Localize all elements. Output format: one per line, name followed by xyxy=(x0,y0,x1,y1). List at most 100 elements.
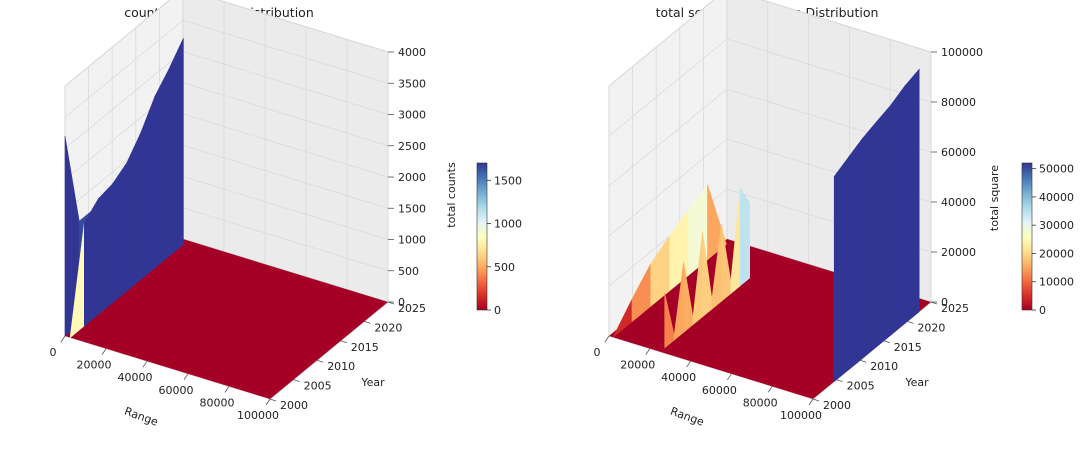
counts-z-axis-label: total counts xyxy=(445,162,458,228)
surface-segment xyxy=(862,120,878,359)
x-tick-mark xyxy=(645,348,651,355)
x-tick-label: 40000 xyxy=(661,371,696,384)
x-tick-label: 80000 xyxy=(200,396,235,409)
x-tick-label: 0 xyxy=(50,346,57,359)
z-gridline xyxy=(64,19,184,118)
z-gridline xyxy=(608,0,715,87)
z-tick-label: 2500 xyxy=(398,140,426,153)
y-tick-label: 2000 xyxy=(280,399,308,412)
x-tick-mark xyxy=(142,360,148,368)
z-gridline xyxy=(761,0,932,53)
colorbar-tick-label: 500 xyxy=(494,261,515,274)
z-tick-label: 100000 xyxy=(941,46,983,59)
x-tick-label: 60000 xyxy=(702,384,737,397)
surface-segment xyxy=(98,183,113,315)
z-gridline xyxy=(64,0,171,87)
z-tick-label: 80000 xyxy=(941,96,976,109)
z-tick-label: 60000 xyxy=(941,146,976,159)
x-tick-mark xyxy=(101,348,107,355)
colorbar-tick-label: 40000 xyxy=(1039,191,1074,204)
colorbar-tick-label: 10000 xyxy=(1039,276,1074,289)
surface-segment xyxy=(833,156,849,383)
z-gridline xyxy=(182,144,389,209)
surface-segment xyxy=(904,68,920,324)
z-gridline xyxy=(182,51,389,115)
z-tick-label: 500 xyxy=(398,265,419,278)
z-gridline xyxy=(64,51,184,149)
z-gridline xyxy=(726,38,932,103)
x-tick-label: 80000 xyxy=(743,396,778,409)
square-chart: total square along time Distribution 020… xyxy=(594,0,1074,429)
colorbar-tick-label: 1000 xyxy=(494,218,522,231)
x-tick-mark xyxy=(808,398,814,406)
y-tick-mark xyxy=(907,321,914,324)
z-gridline xyxy=(608,88,728,187)
y-tick-label: 2010 xyxy=(870,360,898,373)
y-tick-label: 2020 xyxy=(917,321,945,334)
colorbar-tick-label: 0 xyxy=(494,304,501,317)
z-tick-label: 0 xyxy=(398,296,405,309)
surface-segment xyxy=(112,161,128,304)
square-x-axis-label: Range xyxy=(669,405,706,429)
x-tick-mark xyxy=(183,373,189,381)
x-tick-mark xyxy=(224,386,230,393)
y-tick-mark xyxy=(293,379,300,382)
colorbar-tick-label: 30000 xyxy=(1039,219,1074,232)
counts-x-axis-label: Range xyxy=(123,405,160,429)
y-tick-mark xyxy=(860,359,867,363)
y-tick-label: 2000 xyxy=(823,399,851,412)
y-tick-mark xyxy=(364,321,371,324)
x-tick-label: 20000 xyxy=(620,359,655,372)
z-tick-label: 1500 xyxy=(398,202,426,215)
colorbar-tick-label: 1500 xyxy=(494,174,522,187)
x-tick-mark xyxy=(60,335,66,343)
x-tick-mark xyxy=(767,386,773,393)
y-tick-label: 2010 xyxy=(327,360,355,373)
x-tick-mark xyxy=(265,398,271,406)
x-tick-mark xyxy=(604,335,610,343)
colorbar xyxy=(1021,162,1033,311)
surface-segment xyxy=(739,187,751,287)
x-tick-label: 40000 xyxy=(118,371,153,384)
y-tick-mark xyxy=(269,398,277,402)
y-tick-label: 2005 xyxy=(304,380,332,393)
z-tick-label: 3500 xyxy=(398,77,426,90)
y-tick-label: 2005 xyxy=(847,380,875,393)
surface-segment xyxy=(848,137,863,371)
y-tick-label: 2025 xyxy=(398,302,426,315)
x-tick-mark xyxy=(727,373,732,381)
x-tick-label: 20000 xyxy=(77,359,112,372)
y-tick-mark xyxy=(836,379,843,382)
z-gridline xyxy=(608,38,728,137)
x-tick-mark xyxy=(686,360,691,368)
y-tick-label: 2015 xyxy=(894,341,922,354)
z-tick-label: 40000 xyxy=(941,196,976,209)
z-tick-label: 3000 xyxy=(398,109,426,122)
z-gridline xyxy=(608,138,728,237)
y-tick-mark xyxy=(883,340,890,344)
z-tick-label: 2000 xyxy=(398,171,426,184)
z-tick-label: 20000 xyxy=(941,246,976,259)
z-gridline xyxy=(182,113,389,178)
surface-floor xyxy=(65,239,388,399)
surface-segment xyxy=(876,104,892,348)
z-gridline xyxy=(182,19,389,84)
surface-segment xyxy=(154,68,170,269)
y-tick-mark xyxy=(340,340,347,344)
z-gridline xyxy=(217,0,389,53)
z-tick-label: 0 xyxy=(941,296,948,309)
counts-y-axis-label: Year xyxy=(360,376,385,389)
y-tick-mark xyxy=(317,359,324,363)
z-gridline xyxy=(182,207,389,272)
x-tick-label: 60000 xyxy=(159,384,194,397)
counts-chart: counts along time Distribution 020000400… xyxy=(50,0,522,429)
surface-segment xyxy=(168,38,184,257)
y-tick-label: 2020 xyxy=(374,321,402,334)
y-tick-label: 2015 xyxy=(351,341,379,354)
y-tick-label: 2025 xyxy=(941,302,969,315)
z-gridline xyxy=(182,176,389,240)
colorbar-tick-label: 20000 xyxy=(1039,247,1074,260)
y-tick-mark xyxy=(812,398,820,402)
z-gridline xyxy=(182,82,389,147)
